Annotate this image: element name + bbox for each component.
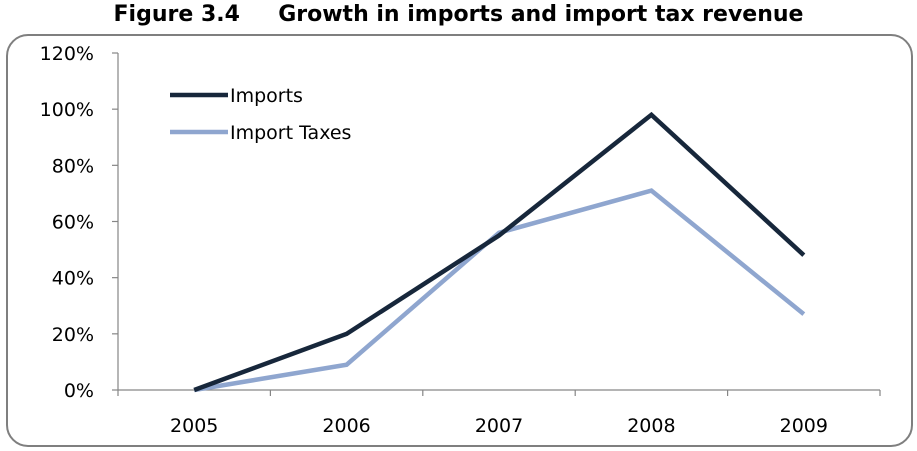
y-tick-label: 120% — [40, 43, 94, 65]
series-line-imports — [193, 111, 806, 393]
y-tick-label: 40% — [52, 268, 94, 290]
legend-label-import-taxes: Import Taxes — [230, 122, 351, 144]
legend: Imports Import Taxes — [170, 85, 351, 144]
y-tick-label: 20% — [52, 324, 94, 346]
x-tick-label: 2006 — [322, 415, 370, 437]
y-tick-label: 0% — [64, 380, 94, 402]
series-line-import-taxes — [193, 188, 806, 393]
y-tick-label: 100% — [40, 99, 94, 121]
y-tick-label: 80% — [52, 155, 94, 177]
series-lines — [193, 111, 806, 393]
x-tick-label: 2005 — [170, 415, 218, 437]
figure-title: Figure 3.4 Growth in imports and import … — [113, 2, 804, 27]
chart-frame — [6, 34, 913, 447]
x-tick-label: 2007 — [475, 415, 523, 437]
y-tick-label: 60% — [52, 212, 94, 234]
legend-label-imports: Imports — [230, 85, 303, 107]
x-tick-label: 2009 — [780, 415, 828, 437]
axes: 0% 20% 40% 60% 80% 100% 120% 2005 2006 2007 2008 20… — [40, 43, 881, 437]
x-tick-label: 2008 — [627, 415, 675, 437]
